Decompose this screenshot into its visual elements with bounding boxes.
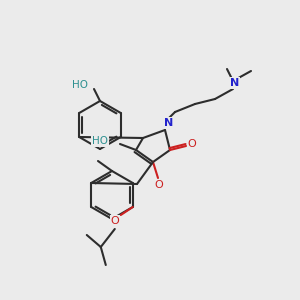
Text: O: O <box>110 216 119 226</box>
Text: O: O <box>188 139 196 149</box>
Text: HO: HO <box>92 136 108 146</box>
Text: N: N <box>230 78 240 88</box>
Text: N: N <box>164 118 174 128</box>
Text: O: O <box>154 180 164 190</box>
Text: HO: HO <box>72 80 88 90</box>
